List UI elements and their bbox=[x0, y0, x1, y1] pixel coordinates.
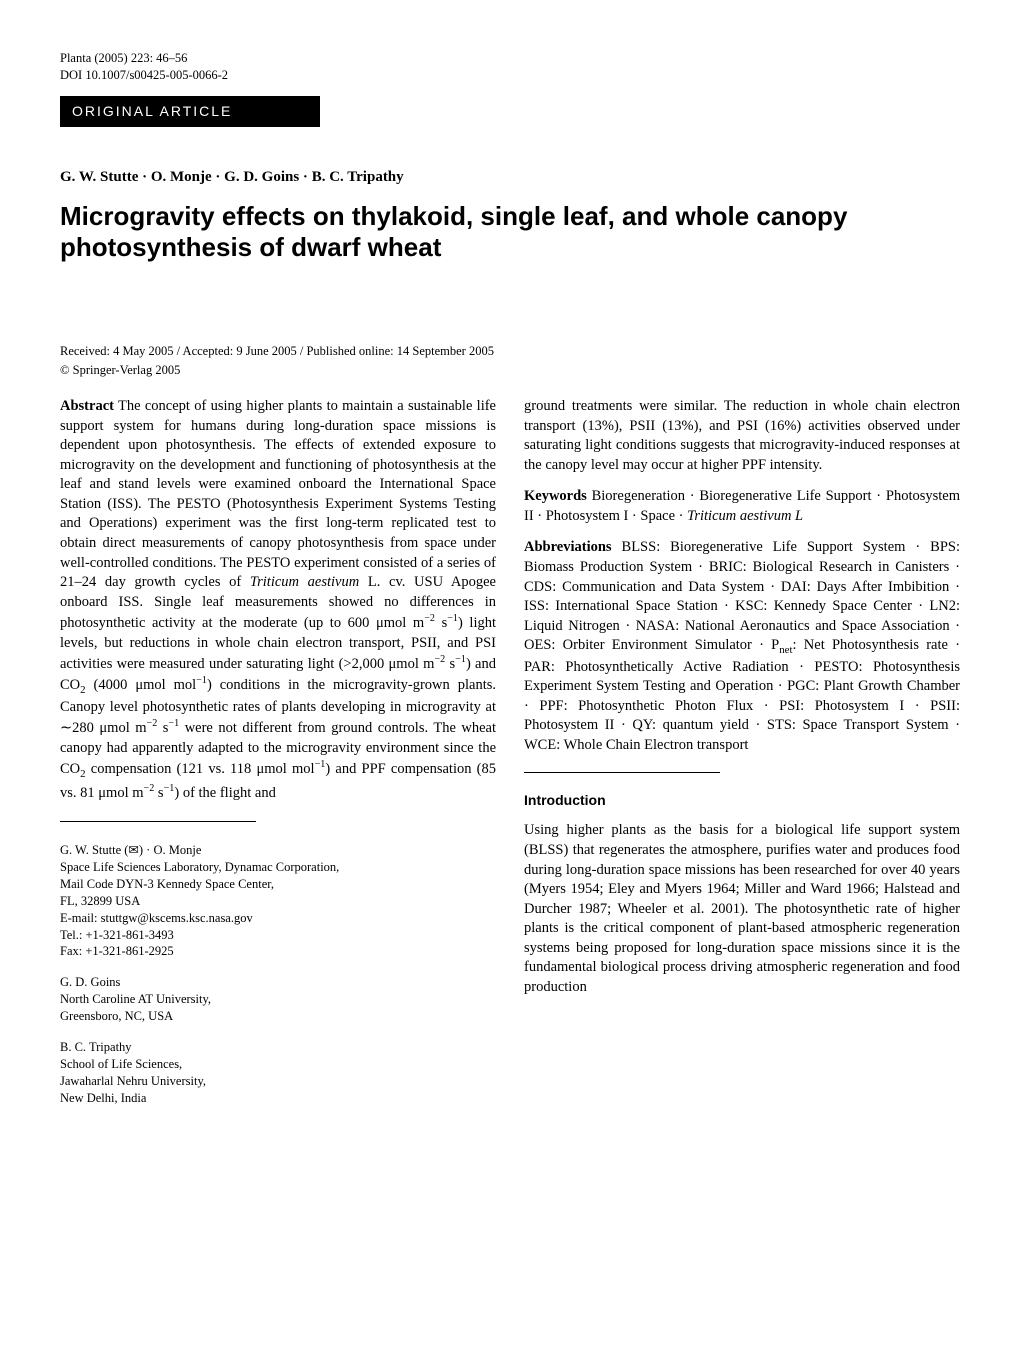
affil-line: Greensboro, NC, USA bbox=[60, 1008, 496, 1025]
section-rule bbox=[524, 772, 720, 773]
affiliations-block: G. W. Stutte (✉) · O. Monje Space Life S… bbox=[60, 842, 496, 1106]
copyright-line: © Springer-Verlag 2005 bbox=[60, 362, 960, 379]
affil-line: Space Life Sciences Laboratory, Dynamac … bbox=[60, 859, 496, 876]
affiliation-group: G. W. Stutte (✉) · O. Monje Space Life S… bbox=[60, 842, 496, 960]
abbreviations-paragraph: Abbreviations BLSS: Bioregenerative Life… bbox=[524, 538, 960, 755]
journal-meta: Planta (2005) 223: 46–56 DOI 10.1007/s00… bbox=[60, 50, 960, 84]
article-title: Microgravity effects on thylakoid, singl… bbox=[60, 201, 960, 263]
authors-line: G. W. Stutte · O. Monje · G. D. Goins · … bbox=[60, 167, 960, 187]
doi: DOI 10.1007/s00425-005-0066-2 bbox=[60, 67, 960, 84]
affil-line: E-mail: stuttgw@kscems.ksc.nasa.gov bbox=[60, 910, 496, 927]
affil-line: Jawaharlal Nehru University, bbox=[60, 1073, 496, 1090]
abstract-continuation: ground treatments were similar. The redu… bbox=[524, 397, 960, 475]
affiliation-group: G. D. Goins North Caroline AT University… bbox=[60, 974, 496, 1025]
abstract-paragraph: Abstract The concept of using higher pla… bbox=[60, 397, 496, 803]
affil-line: Fax: +1-321-861-2925 bbox=[60, 943, 496, 960]
keywords-label: Keywords bbox=[524, 488, 587, 504]
abstract-text: The concept of using higher plants to ma… bbox=[60, 398, 496, 801]
affil-line: B. C. Tripathy bbox=[60, 1039, 496, 1056]
affiliation-rule bbox=[60, 821, 256, 822]
abbreviations-label: Abbreviations bbox=[524, 539, 612, 555]
abstract-label: Abstract bbox=[60, 398, 114, 414]
affil-line: School of Life Sciences, bbox=[60, 1056, 496, 1073]
received-line: Received: 4 May 2005 / Accepted: 9 June … bbox=[60, 343, 960, 360]
keywords-text: Bioregeneration · Bioregenerative Life S… bbox=[524, 488, 960, 524]
affil-line: G. W. Stutte (✉) · O. Monje bbox=[60, 842, 496, 859]
introduction-paragraph: Using higher plants as the basis for a b… bbox=[524, 821, 960, 997]
article-type-bar: ORIGINAL ARTICLE bbox=[60, 96, 320, 127]
affil-line: Mail Code DYN-3 Kennedy Space Center, bbox=[60, 876, 496, 893]
journal-citation: Planta (2005) 223: 46–56 bbox=[60, 50, 960, 67]
affil-line: G. D. Goins bbox=[60, 974, 496, 991]
abbreviations-text: BLSS: Bioregenerative Life Support Syste… bbox=[524, 539, 960, 753]
affil-line: New Delhi, India bbox=[60, 1090, 496, 1107]
affil-line: North Caroline AT University, bbox=[60, 991, 496, 1008]
affiliation-group: B. C. Tripathy School of Life Sciences, … bbox=[60, 1039, 496, 1107]
keywords-paragraph: Keywords Bioregeneration · Bioregenerati… bbox=[524, 487, 960, 526]
introduction-heading: Introduction bbox=[524, 791, 960, 810]
affil-line: FL, 32899 USA bbox=[60, 893, 496, 910]
affil-line: Tel.: +1-321-861-3493 bbox=[60, 927, 496, 944]
